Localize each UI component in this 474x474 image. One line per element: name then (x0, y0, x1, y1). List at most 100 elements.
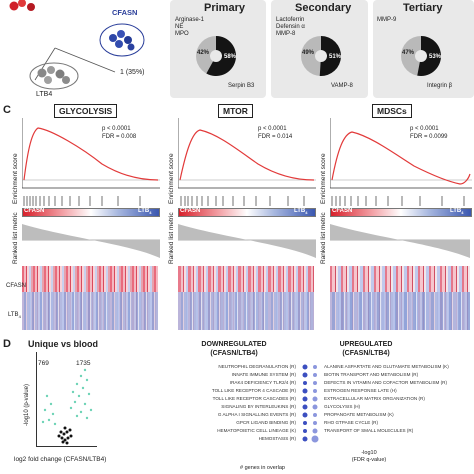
fdr-value: FDR = 0.008 (102, 134, 137, 140)
ranked-axis-label: Ranked list metric (12, 212, 19, 264)
legend-gene-count: # genes in overlap (240, 465, 285, 471)
ranked-metric-plot (22, 224, 160, 258)
volcano-n-right: 1735 (76, 360, 91, 367)
gsea-title: GLYCOLYSIS (54, 104, 118, 118)
enrichment-curve (22, 118, 160, 189)
rank-gradient-bar (330, 208, 472, 217)
rank-gradient-bar (22, 208, 160, 217)
pathway-term: EXTRACELLULAR MATRIX ORGANIZATION (R) (324, 396, 425, 401)
gsea-title: MTOR (218, 104, 253, 118)
heatmap (22, 266, 158, 330)
gsea-title: MDSCs (372, 104, 412, 118)
pca-plot (9, 0, 145, 90)
heatmap-row-ltb4: LTB4 (8, 312, 21, 320)
volcano-plot: 769 1735 -log10 (p-value) (24, 352, 98, 454)
pie-label-large: 53% (429, 54, 442, 60)
gsea-column: MTOR Enrichment score p < 0.0001 FDR = 0… (166, 104, 316, 334)
enrichment-curve (330, 118, 472, 189)
granule-right-text: VAMP-8 (331, 83, 353, 89)
enrichment-axis-label: Enrichment score (12, 153, 19, 204)
granule-pie: 53% 47% (401, 36, 442, 76)
granule-pie: 58% 42% (196, 36, 237, 76)
down-header: DOWNREGULATED (CFASN/LTB4) (201, 341, 267, 357)
granule-right-text: Serpin B3 (228, 83, 255, 89)
pathway-dots (302, 364, 319, 443)
pie-hole (415, 50, 427, 62)
pathway-term: PROPANOATE METABOLISM (K) (324, 412, 394, 417)
bar-left-label: CFASN (180, 208, 201, 214)
volcano-y-label: -log10 (p-value) (24, 383, 30, 426)
p-value: p < 0.0001 (102, 126, 131, 132)
heatmap (330, 266, 470, 330)
granule-right-text: Integrin β (427, 83, 453, 89)
enrichment-curve (178, 118, 316, 189)
granule-title: Secondary (295, 2, 352, 14)
pathway-term: GLYCOLYSIS (H) (324, 404, 361, 409)
volcano-x-label: log2 fold change (CFASN/LTB4) (14, 456, 107, 463)
granule-left-text: Arginase-1 NE MPO (175, 17, 205, 37)
down-term-list: NEUTROPHIL DEGRANULATION (R) INNATE IMMU… (120, 363, 296, 443)
hit-ticks (23, 196, 141, 206)
pie-label-large: 51% (329, 54, 342, 60)
panel-letter-d: D (3, 338, 11, 350)
heatmap-row-cfasn: CFASN (6, 283, 27, 289)
granule-pie: 51% 49% (301, 36, 342, 76)
pie-label-small: 42% (197, 50, 210, 56)
pie-slice-large (319, 36, 341, 76)
fdr-value: FDR = 0.0099 (410, 134, 448, 140)
pathway-term: ALANINE ASPARTATE AND GLUTAMATE METABOLI… (324, 364, 449, 369)
enrichment-axis-label: Enrichment score (320, 153, 327, 204)
granule-tertiary: Tertiary MMP-9 53% 47% Integrin β (373, 0, 474, 98)
ltb4-label: LTB4 (36, 91, 53, 98)
bar-right-label: LTB4 (294, 208, 308, 216)
pathway-term: NEUTROPHIL DEGRANULATION (R) (218, 364, 296, 369)
granule-left-text: MMP-9 (377, 17, 397, 23)
rank-gradient-bar (178, 208, 316, 217)
up-term-list: ALANINE ASPARTATE AND GLUTAMATE METABOLI… (324, 363, 474, 435)
pathway-term: RHO GTPASE CYCLE (R) (324, 420, 379, 425)
cluster-cfasn-points (109, 30, 135, 51)
legend-fdr: -log10 (FDR q-value) (351, 450, 387, 463)
pie-label-large: 58% (224, 54, 237, 60)
pathway-term: HEMATOPOIETIC CELL LINEAGE (K) (217, 428, 296, 433)
cluster-ltb4-points (37, 66, 70, 84)
pie-hole (315, 50, 327, 62)
bar-right-label: LTB4 (450, 208, 464, 216)
pathway-term: IRAK4 DEFICIENCY TLR2/4 (R) (229, 380, 296, 385)
bar-left-label: CFASN (24, 208, 45, 214)
volcano-title: Unique vs blood (28, 339, 99, 349)
bar-right-label: LTB4 (138, 208, 152, 216)
pc1-label: 1 (35%) (120, 69, 145, 76)
granule-secondary: Secondary Lactoferrin Defensin α MMP-8 51%… (271, 0, 368, 98)
cluster-red (9, 0, 35, 11)
bar-left-label: CFASN (332, 208, 353, 214)
ranked-metric-plot (330, 224, 470, 258)
pathway-term: GPCR LIGAND BINDING (R) (236, 420, 296, 425)
ranked-axis-label: Ranked list metric (320, 212, 327, 264)
pathway-term: HEMOSTASIS (R) (258, 436, 296, 441)
p-value: p < 0.0001 (410, 126, 439, 132)
gsea-column: MDSCs Enrichment score p < 0.0001 FDR = … (318, 104, 474, 334)
volcano-axes (36, 352, 97, 447)
granule-title: Primary (204, 2, 245, 14)
pathway-term: DEFECTS IN VITAMIN AND COFACTOR METABOLI… (324, 380, 448, 385)
cluster-ltb4 (29, 62, 79, 90)
granule-title: Tertiary (403, 2, 443, 14)
p-value: p < 0.0001 (258, 126, 287, 132)
volcano-points (41, 368, 93, 445)
granule-primary: Primary Arginase-1 NE MPO 58% 42% Serpin B3 (170, 0, 266, 98)
ranked-axis-label: Ranked list metric (168, 212, 175, 264)
pie-label-small: 47% (402, 50, 415, 56)
heatmap (178, 266, 314, 330)
pathway-term: TRANSPORT OF SMALL MOLECULES (R) (324, 428, 414, 433)
pie-slice-large (417, 36, 441, 76)
enrichment-axis-label: Enrichment score (168, 153, 175, 204)
volcano-n-left: 769 (38, 360, 49, 367)
pathway-term: SIGNALING BY INTERLEUKINS (R) (221, 404, 296, 409)
up-header: UPREGULATED (CFASN/LTB4) (339, 341, 393, 357)
cluster-cfasn (99, 23, 145, 57)
pathway-term: TOLL LIKE RECEPTOR CASCADES (R) (212, 396, 296, 401)
pathway-term: BIOTIN TRANSPORT AND METABOLISM (R) (324, 372, 419, 377)
hit-ticks (180, 196, 305, 206)
ranked-metric-plot (178, 224, 316, 258)
